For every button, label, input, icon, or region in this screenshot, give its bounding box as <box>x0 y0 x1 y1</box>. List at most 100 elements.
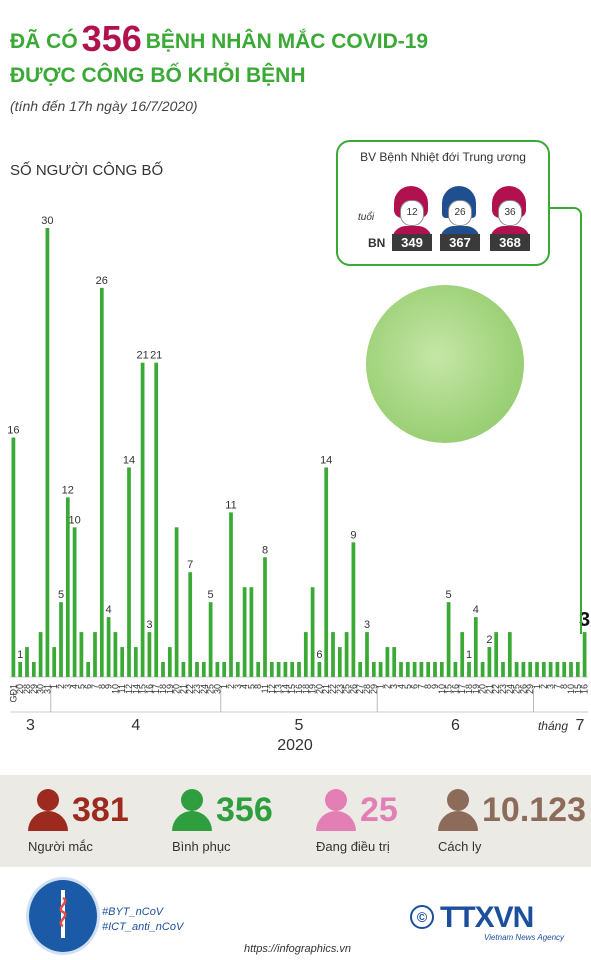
x-tick-label: 23 <box>335 684 345 694</box>
person-icon <box>172 789 212 833</box>
chart-bar <box>147 632 152 677</box>
title-suffix: BỆNH NHÂN MẮC COVID-19 <box>145 30 429 53</box>
patient-age: 36 <box>498 200 522 226</box>
month-label: 4 <box>131 717 140 734</box>
x-tick-label: 8 <box>253 684 263 689</box>
x-tick-label: 27 <box>355 684 365 694</box>
title-line-2: ĐƯỢC CÔNG BỐ KHỎI BỆNH <box>10 64 306 87</box>
chart-bar <box>392 647 397 677</box>
x-tick-label: 7 <box>90 684 100 689</box>
chart-bar <box>521 662 526 677</box>
x-tick-label: 16 <box>580 684 590 694</box>
ttxvn-subtitle: Vietnam News Agency <box>484 933 565 942</box>
chart-bar <box>487 647 492 677</box>
chart-bar <box>467 662 471 677</box>
chart-bar <box>283 662 288 677</box>
chart-bar <box>426 662 431 677</box>
x-tick-label: 7 <box>416 684 426 689</box>
y-axis-label: SỐ NGƯỜI CÔNG BỐ <box>10 162 164 179</box>
x-tick-label: 22 <box>185 684 195 694</box>
chart-bar <box>25 647 29 677</box>
month-label: 3 <box>26 717 35 734</box>
chart-bar <box>317 662 322 677</box>
x-tick-label: 5 <box>403 684 413 689</box>
chart-bar <box>399 662 403 677</box>
x-tick-label: 24 <box>505 684 515 694</box>
hospital-box: BV Bệnh Nhiệt đới Trung ương tuổi BN 12 … <box>336 140 550 266</box>
footer: #BYT_nCoV #ICT_anti_nCoV https://infogra… <box>0 867 591 960</box>
person-icon <box>438 789 478 833</box>
x-tick-label: 15 <box>573 684 583 694</box>
stat-label: Người mắc <box>28 839 93 854</box>
hospital-name: BV Bệnh Nhiệt đới Trung ương <box>360 150 526 164</box>
x-tick-label: 19 <box>165 684 175 694</box>
data-label: 3 <box>364 619 370 631</box>
chart-bar <box>446 602 451 677</box>
chart-bar <box>331 632 335 677</box>
x-tick-label: 15 <box>287 684 297 694</box>
chart-bar <box>99 287 104 677</box>
x-tick-label: 3 <box>63 684 73 689</box>
x-tick-label: 19 <box>471 684 481 694</box>
x-tick-label: 16 <box>294 684 304 694</box>
chart-bar <box>378 662 383 677</box>
chart-bar <box>235 662 240 677</box>
patient-id: 349 <box>392 234 432 251</box>
chart-bar <box>38 632 43 677</box>
x-tick-label: 8 <box>423 684 433 689</box>
x-tick-label: 28 <box>362 684 372 694</box>
chart-bar <box>344 632 349 677</box>
website-link[interactable]: https://infographics.vn <box>244 943 352 955</box>
hashtag-ict[interactable]: #ICT_anti_nCoV <box>102 921 184 933</box>
chart-bar <box>174 527 179 677</box>
x-tick-label: 7 <box>552 684 562 689</box>
chart-bar <box>582 632 587 677</box>
x-tick-label: 9 <box>430 684 440 689</box>
chart-bar <box>405 662 410 677</box>
x-tick-label: 2 <box>56 684 66 689</box>
chart-bar <box>188 572 193 677</box>
chart-bar <box>215 662 220 677</box>
data-label: 30 <box>41 215 53 227</box>
patient-id: 367 <box>440 234 480 251</box>
x-tick-label: 16 <box>144 684 154 694</box>
person-icon <box>28 789 68 833</box>
data-label: 16 <box>7 425 19 437</box>
x-tick-label: 9 <box>104 684 114 689</box>
x-tick-label: 4 <box>70 684 80 689</box>
data-label: 5 <box>208 589 214 601</box>
chart-bar <box>358 662 363 677</box>
chart-bar <box>127 467 131 677</box>
person-icon <box>316 789 356 833</box>
chart-bar <box>290 662 295 677</box>
x-tick-label: 10 <box>566 684 576 694</box>
data-label: 1 <box>466 649 472 661</box>
data-label: 11 <box>225 499 236 511</box>
chart-bar <box>31 662 36 677</box>
hashtag-byt[interactable]: #BYT_nCoV <box>102 906 164 918</box>
x-tick-label: 31 <box>42 684 52 694</box>
month-label: 5 <box>295 717 304 734</box>
bn-label: BN <box>368 236 386 250</box>
chart-bar <box>249 587 254 677</box>
data-label: 2 <box>486 634 492 646</box>
chart-bar <box>161 662 165 677</box>
chart-bar <box>460 632 465 677</box>
chart-bar <box>79 632 84 677</box>
chart-bar <box>133 647 138 677</box>
data-label: 4 <box>106 604 112 616</box>
chart-bar <box>45 228 50 677</box>
bar-chart: 16GĐ112028293030311521231045672684910111… <box>7 215 590 754</box>
x-tick-label: 18 <box>158 684 168 694</box>
chart-bar <box>297 662 301 677</box>
data-label: 5 <box>58 589 64 601</box>
data-label: 5 <box>446 589 452 601</box>
x-tick-label: 30 <box>36 684 46 694</box>
ministry-of-health-logo <box>26 877 100 955</box>
x-tick-label: GĐ1 <box>8 684 18 703</box>
x-tick-label: 20 <box>314 684 324 694</box>
patient-age: 26 <box>448 200 472 226</box>
x-tick-label: 14 <box>131 684 141 694</box>
chart-bar <box>72 527 77 677</box>
chart-bar <box>541 662 546 677</box>
